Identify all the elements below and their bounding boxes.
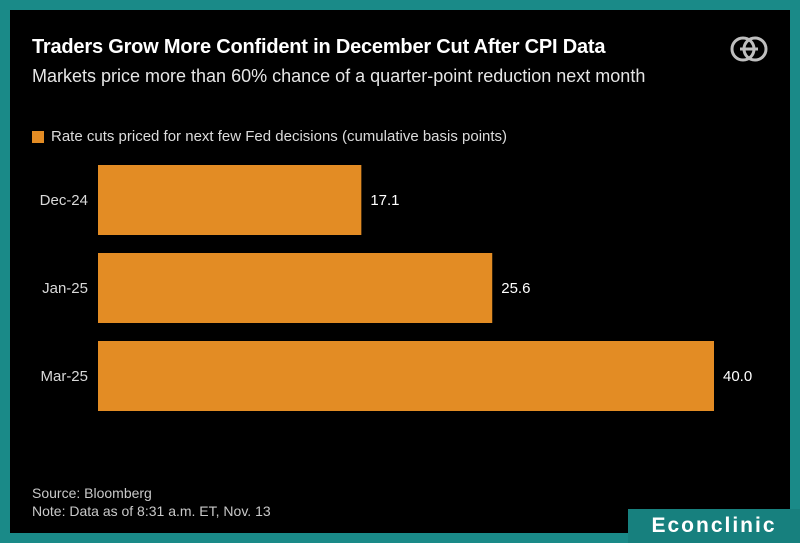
- chart-frame: Traders Grow More Confident in December …: [10, 10, 790, 533]
- bar-chart: Dec-24 17.1 Jan-25 25.6 Mar-25 40.0: [40, 165, 752, 411]
- value-label: 17.1: [370, 192, 399, 209]
- legend-swatch: [32, 130, 44, 143]
- category-label: Mar-25: [40, 368, 88, 385]
- data-note: Note: Data as of 8:31 a.m. ET, Nov. 13: [32, 503, 271, 519]
- bar-mar-25: [98, 341, 714, 411]
- category-label: Dec-24: [40, 192, 88, 209]
- brand-watermark: Econclinic: [628, 509, 800, 543]
- category-label: Jan-25: [42, 280, 88, 297]
- chart-subtitle: Markets price more than 60% chance of a …: [32, 66, 646, 86]
- bloomberg-logo-icon: [730, 36, 768, 62]
- legend-label: Rate cuts priced for next few Fed decisi…: [51, 128, 508, 145]
- chart-footer: Source: Bloomberg Note: Data as of 8:31 …: [32, 484, 271, 520]
- source-note: Source: Bloomberg: [32, 485, 152, 501]
- bar-jan-25: [98, 253, 493, 323]
- value-label: 40.0: [723, 368, 752, 385]
- chart-title: Traders Grow More Confident in December …: [32, 36, 606, 58]
- value-label: 25.6: [501, 280, 530, 297]
- chart-legend: Rate cuts priced for next few Fed decisi…: [32, 128, 507, 145]
- bar-dec-24: [98, 165, 362, 235]
